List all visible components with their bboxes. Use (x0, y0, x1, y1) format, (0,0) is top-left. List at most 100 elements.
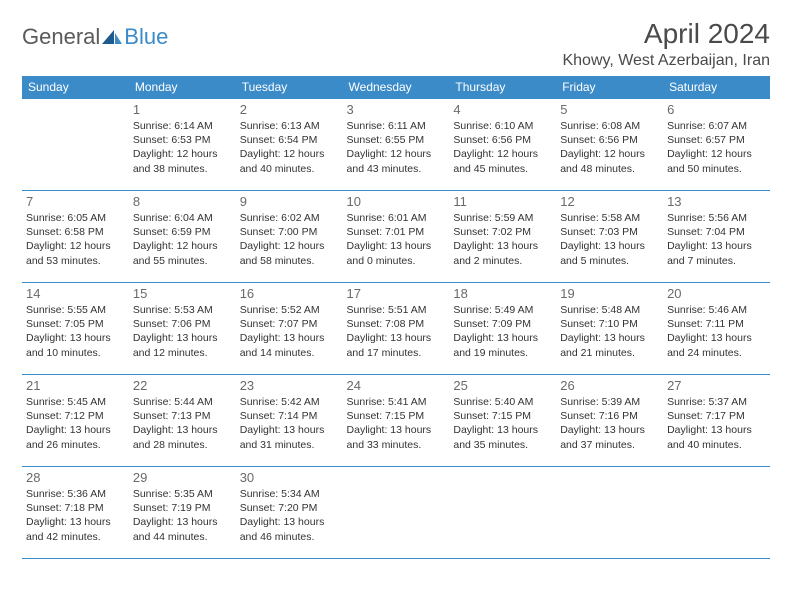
day-info-line: Sunset: 6:56 PM (560, 133, 659, 147)
calendar-cell: 3Sunrise: 6:11 AMSunset: 6:55 PMDaylight… (343, 99, 450, 191)
calendar-cell: 21Sunrise: 5:45 AMSunset: 7:12 PMDayligh… (22, 375, 129, 467)
day-info-line: Sunset: 7:06 PM (133, 317, 232, 331)
day-info-line: Sunset: 6:59 PM (133, 225, 232, 239)
day-info: Sunrise: 5:55 AMSunset: 7:05 PMDaylight:… (26, 303, 125, 360)
day-number: 11 (453, 194, 552, 209)
day-info-line: and 33 minutes. (347, 438, 446, 452)
day-info-line: Sunrise: 5:41 AM (347, 395, 446, 409)
day-info-line: and 53 minutes. (26, 254, 125, 268)
day-info-line: Sunrise: 5:40 AM (453, 395, 552, 409)
day-info-line: Daylight: 13 hours (240, 423, 339, 437)
day-info-line: Sunset: 7:02 PM (453, 225, 552, 239)
day-number: 5 (560, 102, 659, 117)
day-info-line: Sunrise: 6:13 AM (240, 119, 339, 133)
logo-sail-icon (102, 30, 122, 44)
day-info-line: Sunrise: 5:49 AM (453, 303, 552, 317)
calendar-cell: 22Sunrise: 5:44 AMSunset: 7:13 PMDayligh… (129, 375, 236, 467)
day-info-line: Sunset: 7:10 PM (560, 317, 659, 331)
day-number: 25 (453, 378, 552, 393)
day-info-line: Sunrise: 5:56 AM (667, 211, 766, 225)
day-info-line: Daylight: 13 hours (560, 239, 659, 253)
calendar-cell: 5 Sunrise: 6:08 AMSunset: 6:56 PMDaylight… (556, 99, 663, 191)
day-info-line: and 21 minutes. (560, 346, 659, 360)
day-info-line: Daylight: 12 hours (240, 239, 339, 253)
logo-text-blue: Blue (124, 24, 168, 50)
day-info: Sunrise: 6:13 AMSunset: 6:54 PMDaylight:… (240, 119, 339, 176)
day-info: Sunrise: 5:37 AMSunset: 7:17 PMDaylight:… (667, 395, 766, 452)
day-info-line: Sunset: 7:17 PM (667, 409, 766, 423)
day-info-line: and 24 minutes. (667, 346, 766, 360)
day-info-line: Sunrise: 5:34 AM (240, 487, 339, 501)
day-info: Sunrise: 5:35 AMSunset: 7:19 PMDaylight:… (133, 487, 232, 544)
calendar-cell: 30Sunrise: 5:34 AMSunset: 7:20 PMDayligh… (236, 467, 343, 559)
day-info-line: Sunrise: 6:05 AM (26, 211, 125, 225)
calendar-cell: 24Sunrise: 5:41 AMSunset: 7:15 PMDayligh… (343, 375, 450, 467)
day-number: 23 (240, 378, 339, 393)
day-info-line: and 45 minutes. (453, 162, 552, 176)
day-number: 20 (667, 286, 766, 301)
day-info: Sunrise: 5:56 AMSunset: 7:04 PMDaylight:… (667, 211, 766, 268)
day-info-line: Sunset: 7:08 PM (347, 317, 446, 331)
calendar-cell: 17Sunrise: 5:51 AMSunset: 7:08 PMDayligh… (343, 283, 450, 375)
day-info-line: and 17 minutes. (347, 346, 446, 360)
logo-text-general: General (22, 24, 100, 50)
day-info-line: Daylight: 12 hours (453, 147, 552, 161)
day-number: 10 (347, 194, 446, 209)
day-info: Sunrise: 6:05 AMSunset: 6:58 PMDaylight:… (26, 211, 125, 268)
calendar-cell: 11 Sunrise: 5:59 AMSunset: 7:02 PMDayligh… (449, 191, 556, 283)
day-info-line: Daylight: 12 hours (133, 239, 232, 253)
day-number: 19 (560, 286, 659, 301)
calendar-cell: 23 Sunrise: 5:42 AMSunset: 7:14 PMDayligh… (236, 375, 343, 467)
calendar-header: SundayMondayTuesdayWednesdayThursdayFrid… (22, 76, 770, 99)
calendar-cell (556, 467, 663, 559)
day-info-line: Sunrise: 5:53 AM (133, 303, 232, 317)
day-header: Wednesday (343, 76, 450, 99)
day-info-line: Sunrise: 5:52 AM (240, 303, 339, 317)
header: General Blue April 2024 Khowy, West Azer… (22, 18, 770, 70)
calendar-week: 28 Sunrise: 5:36 AMSunset: 7:18 PMDayligh… (22, 467, 770, 559)
logo: General Blue (22, 24, 168, 50)
calendar-cell (22, 99, 129, 191)
day-info: Sunrise: 6:11 AMSunset: 6:55 PMDaylight:… (347, 119, 446, 176)
day-number: 28 (26, 470, 125, 485)
day-info-line: Sunset: 7:14 PM (240, 409, 339, 423)
day-info-line: and 44 minutes. (133, 530, 232, 544)
day-info-line: and 40 minutes. (667, 438, 766, 452)
day-header: Friday (556, 76, 663, 99)
day-info-line: Sunset: 6:57 PM (667, 133, 766, 147)
calendar-week: 1Sunrise: 6:14 AMSunset: 6:53 PMDaylight… (22, 99, 770, 191)
day-number: 15 (133, 286, 232, 301)
day-info-line: Sunrise: 5:39 AM (560, 395, 659, 409)
day-info-line: and 46 minutes. (240, 530, 339, 544)
day-info: Sunrise: 5:49 AMSunset: 7:09 PMDaylight:… (453, 303, 552, 360)
day-number: 1 (133, 102, 232, 117)
day-info-line: and 12 minutes. (133, 346, 232, 360)
day-info-line: and 38 minutes. (133, 162, 232, 176)
day-info-line: Daylight: 12 hours (560, 147, 659, 161)
day-info-line: Sunset: 7:11 PM (667, 317, 766, 331)
day-info-line: Sunrise: 5:48 AM (560, 303, 659, 317)
day-info-line: Sunset: 7:01 PM (347, 225, 446, 239)
day-info-line: Sunrise: 6:08 AM (560, 119, 659, 133)
calendar-cell: 9Sunrise: 6:02 AMSunset: 7:00 PMDaylight… (236, 191, 343, 283)
day-number: 4 (453, 102, 552, 117)
calendar-cell: 7Sunrise: 6:05 AMSunset: 6:58 PMDaylight… (22, 191, 129, 283)
day-info-line: Sunrise: 5:45 AM (26, 395, 125, 409)
day-info-line: Sunrise: 5:35 AM (133, 487, 232, 501)
day-info-line: and 28 minutes. (133, 438, 232, 452)
calendar-cell: 8Sunrise: 6:04 AMSunset: 6:59 PMDaylight… (129, 191, 236, 283)
day-info-line: and 31 minutes. (240, 438, 339, 452)
location: Khowy, West Azerbaijan, Iran (562, 52, 770, 70)
day-info-line: Daylight: 13 hours (240, 515, 339, 529)
day-info: Sunrise: 5:59 AMSunset: 7:02 PMDaylight:… (453, 211, 552, 268)
day-info-line: Daylight: 12 hours (133, 147, 232, 161)
day-info: Sunrise: 5:42 AMSunset: 7:14 PMDaylight:… (240, 395, 339, 452)
day-info-line: Sunset: 7:12 PM (26, 409, 125, 423)
day-info-line: Sunrise: 6:01 AM (347, 211, 446, 225)
calendar-cell: 6Sunrise: 6:07 AMSunset: 6:57 PMDaylight… (663, 99, 770, 191)
day-info-line: and 55 minutes. (133, 254, 232, 268)
day-info: Sunrise: 5:36 AMSunset: 7:18 PMDaylight:… (26, 487, 125, 544)
day-info-line: Daylight: 13 hours (133, 423, 232, 437)
calendar-cell: 13Sunrise: 5:56 AMSunset: 7:04 PMDayligh… (663, 191, 770, 283)
day-number: 21 (26, 378, 125, 393)
